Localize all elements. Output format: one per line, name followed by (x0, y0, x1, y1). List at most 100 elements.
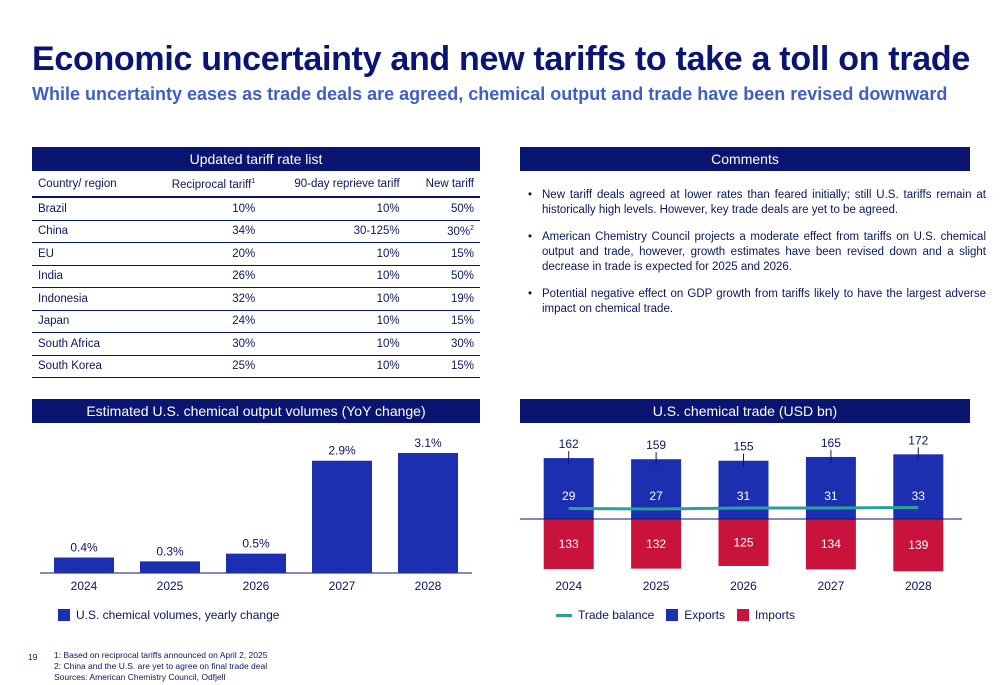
footnotes: 1: Based on reciprocal tariffs announced… (54, 650, 267, 683)
country-cell-value: Indonesia (38, 292, 88, 305)
footnote-marker: 1 (251, 177, 256, 185)
reciprocal-cell: 30% (143, 332, 262, 356)
new-tariff-cell: 19% (405, 287, 480, 311)
table-row: South Korea 25% 10% 15% (32, 355, 480, 378)
comments-list: New tariff deals agreed at lower rates t… (520, 188, 986, 329)
table-row: China 34% 30-125% 30%2 (32, 220, 480, 243)
imports-label: 134 (821, 537, 841, 551)
page-subtitle: While uncertainty eases as trade deals a… (32, 84, 948, 104)
reprieve-cell: 10% (261, 265, 406, 288)
col-reciprocal: Reciprocal tariff1 (143, 172, 262, 198)
output-chart-legend: U.S. chemical volumes, yearly change (58, 608, 279, 622)
tariff-table-header-row: Country/ region Reciprocal tariff1 90-da… (32, 172, 480, 198)
table-row: Brazil 10% 10% 50% (32, 197, 480, 221)
sources-note: Sources: American Chemistry Council, Odf… (54, 672, 226, 682)
bar-output-2028 (398, 453, 458, 573)
legend-label-imports: Imports (754, 608, 795, 622)
trade-balance-label: 29 (562, 489, 576, 503)
x-tick-label: 2026 (243, 579, 270, 593)
reprieve-cell: 30-125% (261, 220, 406, 243)
new-tariff-cell-value: 15% (450, 360, 474, 373)
country-cell-value: Japan (38, 315, 70, 328)
exports-total-label: 162 (559, 437, 579, 451)
trade-balance-line (568, 506, 919, 511)
new-tariff-cell-value: 50% (450, 270, 474, 283)
x-tick-label: 2028 (905, 579, 932, 593)
legend-swatch-exports (666, 609, 679, 621)
reprieve-cell: 10% (261, 242, 406, 266)
reciprocal-cell: 26% (143, 265, 262, 288)
legend-swatch-trade-balance (556, 613, 572, 617)
legend-label-exports: Exports (684, 608, 725, 622)
col-reciprocal-label: Reciprocal tariff (171, 178, 252, 191)
footnote-2: 2: China and the U.S. are yet to agree o… (54, 661, 268, 671)
exports-total-label: 155 (733, 440, 753, 454)
bar-exports-2028 (893, 454, 944, 519)
reprieve-cell-value: 30-125% (353, 225, 400, 238)
new-tariff-cell-value: 19% (450, 292, 474, 305)
page-number: 19 (28, 652, 38, 662)
country-cell-value: South Africa (38, 337, 101, 350)
bar-output-2027 (312, 460, 372, 573)
new-tariff-cell: 30%2 (405, 220, 480, 243)
legend-swatch-volumes (58, 609, 70, 621)
exports-total-label: 165 (821, 436, 841, 450)
trade-balance-label: 33 (912, 489, 926, 503)
col-new-tariff: New tariff (405, 172, 480, 198)
reprieve-cell: 10% (261, 287, 406, 311)
country-cell-value: EU (38, 247, 54, 260)
country-cell: China (32, 220, 144, 243)
trade-chart-heading: U.S. chemical trade (USD bn) (520, 399, 970, 423)
data-label: 0.4% (70, 541, 98, 555)
footnote-marker: 2 (470, 224, 474, 232)
country-cell: EU (32, 242, 144, 266)
reprieve-cell: 10% (261, 197, 406, 221)
legend-swatch-imports (736, 609, 749, 621)
reciprocal-cell-value: 34% (232, 225, 256, 238)
reciprocal-cell-value: 25% (232, 360, 256, 373)
country-cell: Japan (32, 310, 144, 333)
reprieve-cell-value: 10% (376, 315, 400, 328)
reciprocal-cell-value: 20% (232, 247, 256, 260)
x-tick-label: 2027 (818, 579, 845, 593)
trade-balance-label: 31 (824, 489, 838, 503)
reprieve-cell: 10% (261, 355, 406, 378)
reciprocal-cell: 34% (143, 220, 262, 243)
country-cell-value: China (38, 225, 69, 238)
country-cell: Indonesia (32, 287, 144, 311)
comment-bullet: New tariff deals agreed at lower rates t… (528, 188, 986, 218)
new-tariff-cell-value: 50% (450, 202, 474, 215)
output-volume-chart: 0.4% 2024 0.3% 2025 0.5% 2026 2.9% 2027 3.1% 2028 (40, 436, 472, 593)
bar-imports-2027 (805, 519, 856, 570)
new-tariff-cell: 50% (405, 197, 480, 221)
reprieve-cell: 10% (261, 310, 406, 333)
data-label: 0.3% (156, 544, 184, 558)
table-row: India 26% 10% 50% (32, 265, 480, 288)
reprieve-cell-value: 10% (376, 292, 400, 305)
bar-exports-2027 (805, 456, 856, 519)
legend-label-volumes: U.S. chemical volumes, yearly change (76, 608, 280, 622)
bar-imports-2025 (631, 519, 682, 569)
reciprocal-cell: 10% (143, 197, 262, 221)
country-cell-value: India (38, 270, 63, 283)
new-tariff-cell-value: 15% (450, 247, 474, 260)
trade-chart: 162 29 133 2024 159 27 132 2025 155 31 125 2026 165 3… (520, 433, 962, 593)
x-tick-label: 2024 (71, 579, 98, 593)
legend-label-trade-balance: Trade balance (578, 608, 655, 622)
bar-output-2026 (226, 553, 286, 573)
reciprocal-cell: 32% (143, 287, 262, 311)
reciprocal-cell-value: 32% (232, 292, 256, 305)
new-tariff-cell-value: 30% (450, 337, 474, 350)
tariff-table: Country/ region Reciprocal tariff1 90-da… (32, 172, 480, 378)
bar-imports-2024 (543, 519, 594, 570)
footnote-1: 1: Based on reciprocal tariffs announced… (54, 650, 268, 660)
reciprocal-cell-value: 30% (232, 337, 256, 350)
trade-balance-label: 31 (737, 489, 751, 503)
trade-chart-legend: Trade balance Exports Imports (556, 608, 795, 622)
x-tick-label: 2024 (555, 579, 582, 593)
reprieve-cell-value: 10% (376, 337, 400, 350)
table-row: Japan 24% 10% 15% (32, 310, 480, 333)
new-tariff-cell: 15% (405, 310, 480, 333)
page-title: Economic uncertainty and new tariffs to … (32, 40, 970, 78)
reprieve-cell: 10% (261, 332, 406, 356)
